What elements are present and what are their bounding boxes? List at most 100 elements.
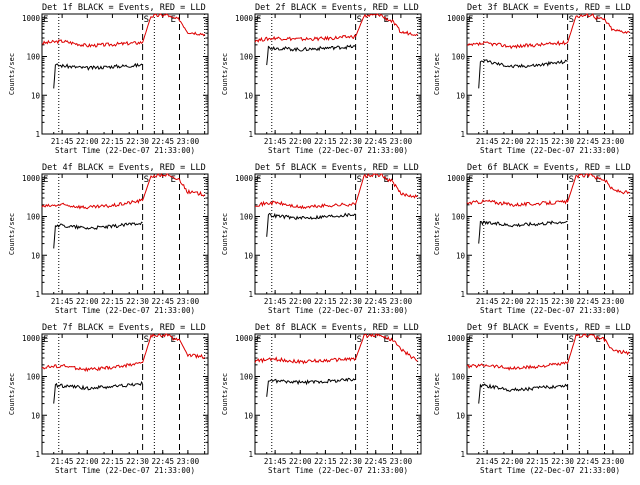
x-tick-label: 21:45 (476, 297, 499, 306)
x-axis-label: Start Time (22-Dec-07 21:33:00) (480, 466, 620, 475)
x-tick-label: 22:15 (526, 457, 549, 466)
panel-title: Det 6f BLACK = Events, RED = LLD (467, 163, 631, 173)
plot-frame (41, 333, 209, 455)
events-series-line (478, 383, 568, 404)
x-tick-label: 21:45 (264, 137, 287, 146)
x-tick-label: 22:45 (151, 297, 174, 306)
x-tick-label: 21:45 (264, 297, 287, 306)
marker-label-mid: S (357, 175, 362, 185)
y-axis-label: Counts/sec (8, 373, 16, 415)
y-tick-label: 1 (460, 450, 465, 459)
x-tick-label: 21:45 (51, 137, 74, 146)
x-tick-label: 23:00 (390, 137, 413, 146)
x-tick-label: 22:30 (551, 297, 574, 306)
x-tick-label: 22:00 (501, 137, 524, 146)
detector-panel-4: Det 4f BLACK = Events, RED = LLD 1 10 100 10… (8, 163, 209, 315)
x-tick-label: 22:30 (551, 457, 574, 466)
marker-label-start: E (468, 15, 473, 25)
y-axis-label: Counts/sec (433, 373, 441, 415)
x-axis-label: Start Time (22-Dec-07 21:33:00) (268, 306, 408, 315)
x-tick-label: 22:30 (339, 137, 362, 146)
y-tick-label: 1000 (22, 334, 41, 343)
detector-panel-6: Det 6f BLACK = Events, RED = LLD 1 10 100 10… (433, 163, 634, 315)
x-tick-label: 23:00 (390, 457, 413, 466)
x-tick-label: 22:30 (126, 297, 149, 306)
marker-label-start: E (43, 175, 48, 185)
x-tick-label: 22:15 (314, 137, 337, 146)
lld-series-line (254, 333, 418, 365)
x-tick-label: 22:45 (576, 297, 599, 306)
panel-title: Det 4f BLACK = Events, RED = LLD (42, 163, 206, 173)
x-tick-label: 22:30 (339, 457, 362, 466)
x-tick-label: 22:15 (101, 137, 124, 146)
lld-series-line (466, 333, 630, 371)
detector-panel-8: Det 8f BLACK = Events, RED = LLD 1 10 100 10… (221, 323, 422, 475)
marker-label-start: E (43, 335, 48, 345)
x-axis-label: Start Time (22-Dec-07 21:33:00) (55, 146, 195, 155)
x-axis-label: Start Time (22-Dec-07 21:33:00) (480, 306, 620, 315)
x-axis-label: Start Time (22-Dec-07 21:33:00) (480, 146, 620, 155)
marker-label-start: E (468, 335, 473, 345)
y-tick-label: 1000 (22, 14, 41, 23)
x-tick-label: 22:15 (101, 297, 124, 306)
marker-label-end: E (170, 175, 175, 185)
y-tick-label: 1 (248, 130, 253, 139)
y-tick-label: 100 (451, 373, 465, 382)
events-series-line (53, 221, 143, 249)
lld-series-line (467, 13, 630, 50)
plot-frame (466, 333, 634, 455)
marker-label-start: E (256, 15, 261, 25)
x-tick-label: 21:45 (476, 457, 499, 466)
y-tick-label: 1 (35, 130, 40, 139)
marker-label-mid: S (144, 15, 149, 25)
x-tick-label: 22:15 (526, 137, 549, 146)
x-tick-label: 22:45 (151, 457, 174, 466)
x-tick-label: 22:45 (364, 297, 387, 306)
y-tick-label: 100 (239, 213, 253, 222)
x-tick-label: 22:00 (501, 457, 524, 466)
marker-label-mid: S (144, 335, 149, 345)
x-tick-label: 23:00 (390, 297, 413, 306)
x-tick-label: 21:45 (51, 457, 74, 466)
x-tick-label: 22:45 (576, 137, 599, 146)
y-tick-label: 10 (456, 91, 466, 100)
x-tick-label: 22:45 (151, 137, 174, 146)
x-tick-label: 22:45 (364, 457, 387, 466)
lld-series-line (41, 172, 206, 210)
y-tick-label: 10 (31, 91, 41, 100)
detector-panel-7: Det 7f BLACK = Events, RED = LLD 1 10 100 10… (8, 323, 209, 475)
y-tick-label: 100 (451, 213, 465, 222)
x-tick-label: 22:15 (314, 297, 337, 306)
plot-frame (254, 13, 422, 135)
x-tick-label: 22:00 (76, 137, 99, 146)
panel-title: Det 7f BLACK = Events, RED = LLD (42, 323, 206, 333)
x-tick-label: 21:45 (264, 457, 287, 466)
events-series-line (478, 59, 568, 89)
marker-label-end: E (595, 15, 600, 25)
y-axis-label: Counts/sec (8, 53, 16, 95)
panel-title: Det 8f BLACK = Events, RED = LLD (255, 323, 419, 333)
y-tick-label: 100 (239, 373, 253, 382)
lld-series-line (466, 173, 630, 208)
x-tick-label: 21:45 (476, 137, 499, 146)
x-tick-label: 22:00 (76, 457, 99, 466)
x-axis-label: Start Time (22-Dec-07 21:33:00) (55, 466, 195, 475)
panel-title: Det 9f BLACK = Events, RED = LLD (467, 323, 631, 333)
marker-label-end: E (383, 335, 388, 345)
x-tick-label: 22:45 (364, 137, 387, 146)
x-tick-label: 23:00 (177, 137, 200, 146)
lld-series-line (254, 13, 418, 43)
plot-frame (466, 13, 634, 135)
y-tick-label: 10 (244, 411, 254, 420)
x-tick-label: 22:30 (551, 137, 574, 146)
y-axis-label: Counts/sec (221, 53, 229, 95)
marker-label-start: E (43, 15, 48, 25)
y-tick-label: 10 (456, 411, 466, 420)
x-tick-label: 22:30 (126, 457, 149, 466)
y-tick-label: 1000 (235, 334, 254, 343)
x-tick-label: 22:30 (339, 297, 362, 306)
plot-frame (254, 173, 422, 295)
y-tick-label: 1000 (235, 14, 254, 23)
events-series-line (266, 377, 356, 397)
